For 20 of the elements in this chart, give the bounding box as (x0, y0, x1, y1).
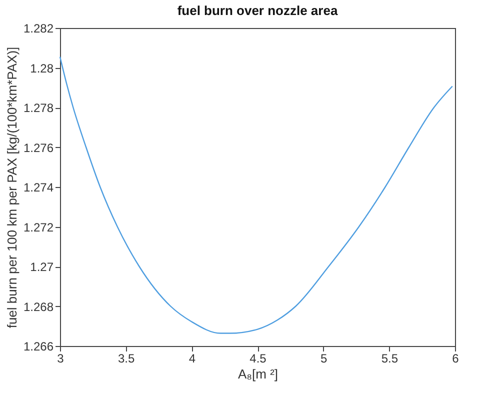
x-tick-label: 4.5 (250, 352, 267, 366)
y-axis-title: fuel burn per 100 km per PAX [kg/(100*km*PAX)] (4, 46, 20, 328)
y-tick-label: 1.282 (23, 22, 54, 36)
y-tick-label: 1.274 (23, 180, 54, 194)
line-series (59, 56, 453, 334)
x-tick-label: 5.5 (381, 352, 398, 366)
y-tick-label: 1.266 (23, 340, 54, 354)
y-tick-label: 1.278 (23, 101, 54, 115)
y-tick-label: 1.276 (23, 140, 54, 155)
y-tick-label: 1.28 (30, 61, 54, 76)
y-tick-label: 1.27 (30, 260, 54, 274)
x-tick-label: 3 (57, 352, 64, 366)
y-tick-label: 1.272 (23, 220, 54, 234)
x-tick-label: 5 (320, 352, 328, 366)
x-tick-label: 3.5 (118, 352, 135, 366)
chart-title: fuel burn over nozzle area (177, 3, 338, 18)
x-tick-label: 4 (188, 352, 196, 366)
y-tick-label: 1.268 (23, 300, 54, 314)
x-axis-title: A₈[m ²] (238, 366, 278, 382)
x-tick-label: 6 (452, 352, 460, 366)
